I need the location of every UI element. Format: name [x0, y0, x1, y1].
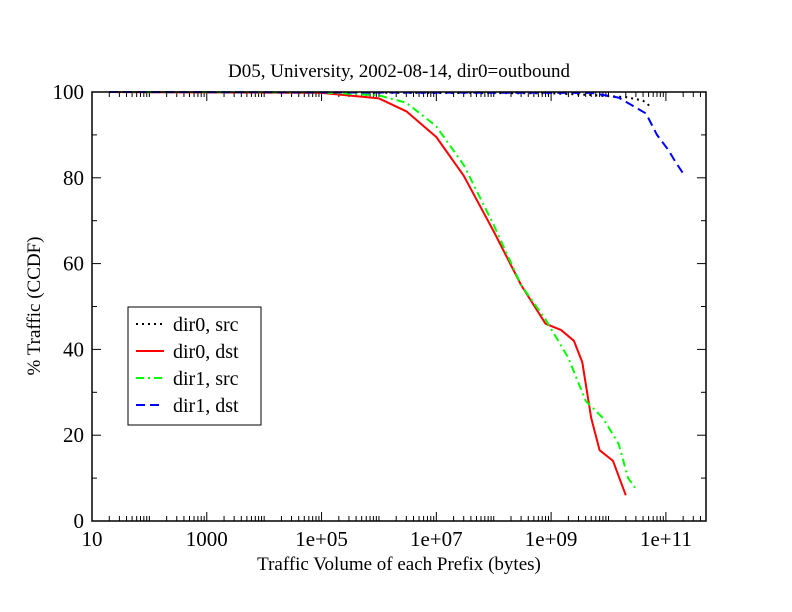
plot-lines — [109, 91, 685, 496]
x-tick-label: 1e+09 — [525, 527, 578, 551]
chart-title: D05, University, 2002-08-14, dir0=outbou… — [228, 61, 570, 82]
legend: dir0, src dir0, dst dir1, src dir1, dst — [127, 306, 262, 426]
y-tick-label: 60 — [63, 252, 84, 276]
x-tick-label: 1000 — [186, 527, 228, 551]
x-tick-label: 1e+07 — [410, 527, 463, 551]
series-line-1 — [109, 91, 652, 108]
y-tick-label: 80 — [63, 166, 84, 190]
series-line-4 — [109, 91, 685, 175]
axis-ticks: 10 1000 1e+05 1e+07 1e+09 1e+11 0 20 40 60 80 100 — [53, 80, 707, 551]
y-tick-label: 20 — [63, 423, 84, 447]
x-tick-label: 1e+11 — [640, 527, 692, 551]
y-axis-label: % Traffic (CCDF) — [24, 237, 45, 376]
x-tick-label: 1e+05 — [295, 527, 348, 551]
y-tick-label: 0 — [74, 509, 85, 533]
series-line-2 — [109, 91, 627, 496]
legend-label-4: dir1, dst — [173, 395, 239, 417]
y-tick-label: 100 — [53, 80, 85, 104]
plot-frame — [91, 91, 707, 522]
y-tick-label: 40 — [63, 337, 84, 361]
legend-label-3: dir1, src — [173, 368, 239, 390]
legend-label-1: dir0, src — [173, 314, 239, 336]
x-tick-label: 10 — [82, 527, 103, 551]
series-line-3 — [109, 91, 637, 490]
x-axis-label: Traffic Volume of each Prefix (bytes) — [257, 554, 541, 575]
legend-label-2: dir0, dst — [173, 341, 239, 363]
